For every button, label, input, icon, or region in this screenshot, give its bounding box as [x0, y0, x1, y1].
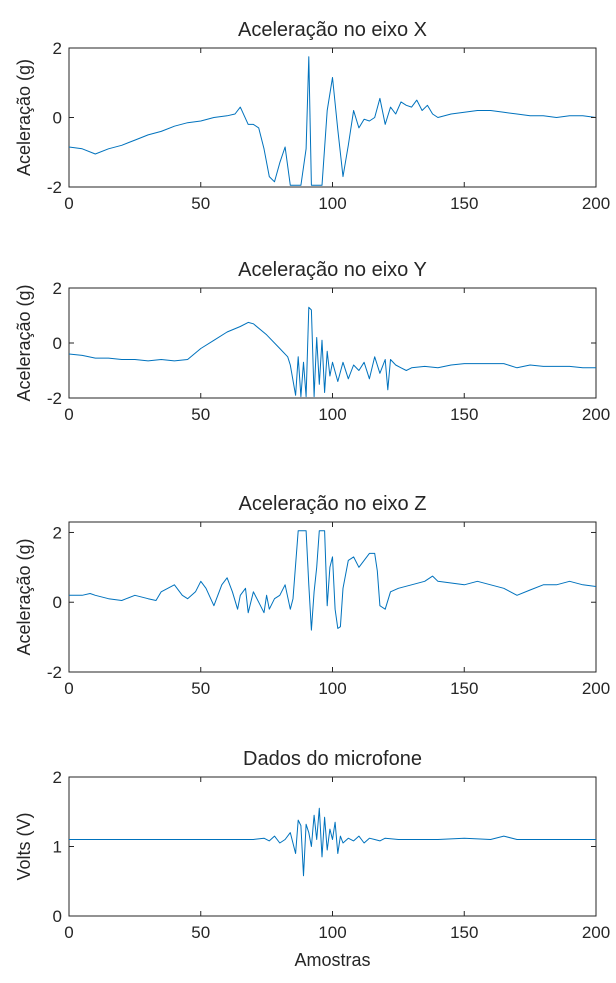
y-tick-label: 0 [53, 907, 62, 926]
x-tick-label: 0 [64, 923, 73, 942]
y-axis-label: Aceleração (g) [14, 284, 34, 401]
series-line-1 [69, 56, 596, 186]
y-tick-label: 2 [53, 279, 62, 298]
x-tick-label: 150 [450, 405, 478, 424]
series-line-1 [69, 306, 596, 398]
y-tick-label: 0 [53, 109, 62, 128]
y-tick-label: 0 [53, 593, 62, 612]
x-tick-label: 100 [318, 194, 346, 213]
x-tick-label: 0 [64, 405, 73, 424]
x-tick-label: 200 [582, 679, 610, 698]
y-tick-label: 0 [53, 334, 62, 353]
y-tick-label: -2 [47, 178, 62, 197]
axes-box [68, 47, 597, 188]
x-tick-label: 50 [191, 405, 210, 424]
x-tick-label: 50 [191, 923, 210, 942]
y-axis-label: Aceleração (g) [14, 59, 34, 176]
x-tick-label: 150 [450, 679, 478, 698]
chart-title: Aceleração no eixo X [238, 19, 427, 41]
x-tick-label: 200 [582, 405, 610, 424]
axes-box [68, 776, 597, 917]
x-axis-label: Amostras [294, 950, 370, 970]
series-line-1 [69, 807, 596, 877]
y-axis-label: Aceleração (g) [14, 538, 34, 655]
x-tick-label: 100 [318, 923, 346, 942]
y-axis-label: Volts (V) [14, 812, 34, 880]
series-line-1 [69, 530, 596, 631]
chart-title: Dados do microfone [243, 748, 422, 770]
x-tick-label: 100 [318, 679, 346, 698]
axes-box [68, 521, 597, 673]
x-tick-label: 50 [191, 679, 210, 698]
axes-box [68, 287, 597, 399]
y-tick-label: -2 [47, 389, 62, 408]
chart-title: Aceleração no eixo Z [239, 493, 427, 515]
y-tick-label: 2 [53, 523, 62, 542]
y-tick-label: 2 [53, 39, 62, 58]
x-tick-label: 50 [191, 194, 210, 213]
y-tick-label: 1 [53, 838, 62, 857]
x-tick-label: 200 [582, 923, 610, 942]
x-tick-label: 200 [582, 194, 610, 213]
subplot-4: 0 50 100 150 200 0 1 2 Dados do microfone Volts (… [14, 748, 610, 970]
y-tick-label: -2 [47, 663, 62, 682]
x-tick-label: 150 [450, 923, 478, 942]
x-tick-label: 0 [64, 194, 73, 213]
x-tick-label: 0 [64, 679, 73, 698]
y-tick-label: 2 [53, 768, 62, 787]
x-tick-label: 100 [318, 405, 346, 424]
x-tick-label: 150 [450, 194, 478, 213]
chart-title: Aceleração no eixo Y [238, 259, 427, 281]
